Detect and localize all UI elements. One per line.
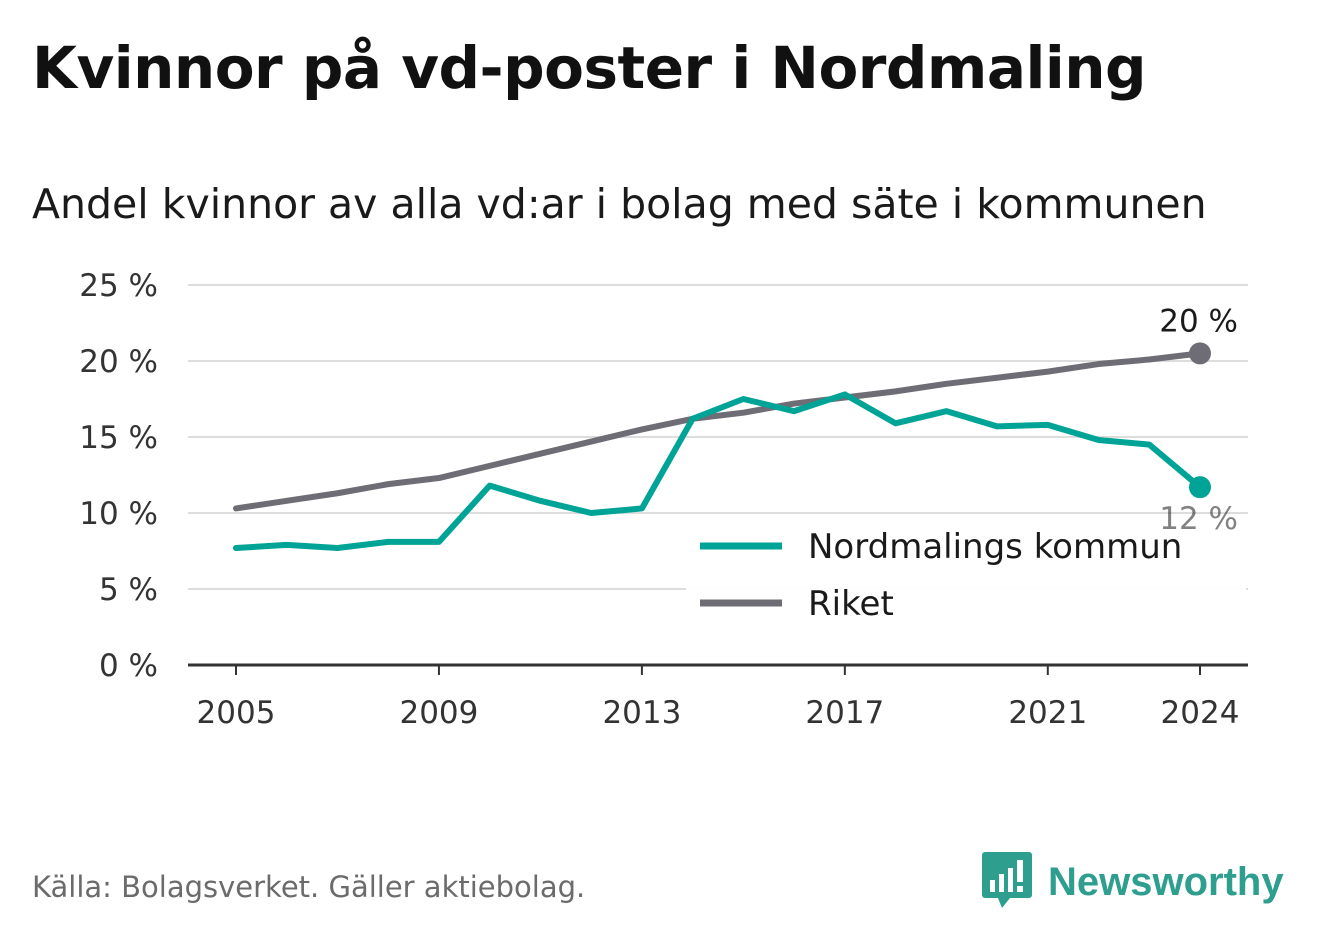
x-tick-label: 2017 [805,695,884,731]
x-tick-label: 2013 [602,695,681,731]
series-end-point-0 [1189,476,1211,499]
x-tick-label: 2024 [1161,695,1240,731]
end-label-nordmaling: 12 % [1159,501,1238,537]
x-tick-label: 2009 [399,695,478,731]
legend: Nordmalings kommun Riket [686,515,1246,624]
series-lines [233,342,1211,551]
brand-name: Newsworthy [1048,859,1284,904]
y-tick-label: 5 % [99,572,158,608]
x-tick-label: 2021 [1008,695,1087,731]
line-chart: 0 %5 %10 %15 %20 %25 % 2005 2009 2013 2017 2… [79,268,1248,731]
chart-title: Kvinnor på vd-poster i Nordmaling [32,34,1147,102]
y-tick-label: 15 % [79,420,158,456]
legend-label: Riket [808,584,894,624]
x-tick-label: 2005 [197,695,276,731]
brand-logo[interactable]: Newsworthy [980,850,1284,914]
series-line-0 [233,391,1203,551]
end-labels: 20 % 12 % [1159,303,1238,537]
y-tick-label: 25 % [79,268,158,304]
y-tick-label: 10 % [79,496,158,532]
y-tick-label: 0 % [99,648,158,684]
y-axis-ticks: 0 % 5 % 10 % 15 % 20 % 25 % [79,268,158,684]
end-label-riket: 20 % [1159,303,1238,339]
y-tick-label: 20 % [79,344,158,380]
series-end-point-1 [1189,342,1211,365]
bar-chart-speech-bubble-icon [980,850,1036,914]
series-line-1 [233,350,1203,512]
chart-subtitle: Andel kvinnor av alla vd:ar i bolag med … [32,180,1207,228]
x-axis-ticks: 2005 2009 2013 2017 2021 2024 [197,665,1240,731]
legend-label: Nordmalings kommun [808,527,1182,567]
source-note: Källa: Bolagsverket. Gäller aktiebolag. [32,870,586,904]
